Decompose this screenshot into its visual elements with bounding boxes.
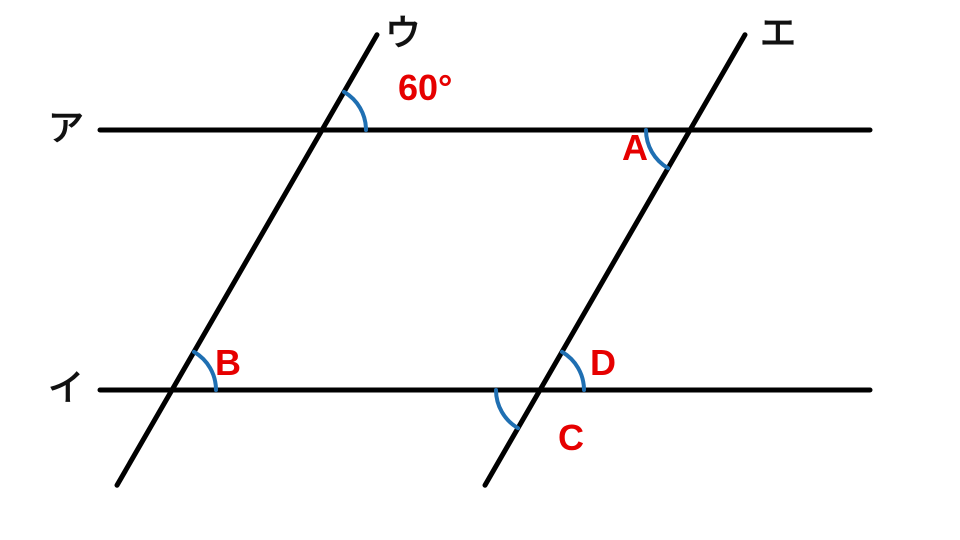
angle-arc-a <box>646 130 668 168</box>
line-u-transversal <box>117 35 377 486</box>
label-angle-a: A <box>622 127 648 168</box>
angle-arc-d <box>562 352 584 390</box>
label-angle-c: C <box>558 417 584 458</box>
label-angle-b: B <box>215 342 241 383</box>
label-line-i: イ <box>48 367 84 408</box>
label-angle-d: D <box>590 342 616 383</box>
line-e-transversal <box>485 35 745 486</box>
label-line-a: ア <box>48 107 84 148</box>
angle-arc-b <box>194 352 216 390</box>
label-line-e: エ <box>760 12 796 53</box>
angle-arc-c <box>496 390 518 428</box>
label-angle-60: 60° <box>398 67 452 108</box>
geometry-diagram: ア イ ウ エ 60° A B C D <box>0 0 960 540</box>
angle-arc-60 <box>344 92 366 130</box>
label-line-u: ウ <box>385 12 421 53</box>
